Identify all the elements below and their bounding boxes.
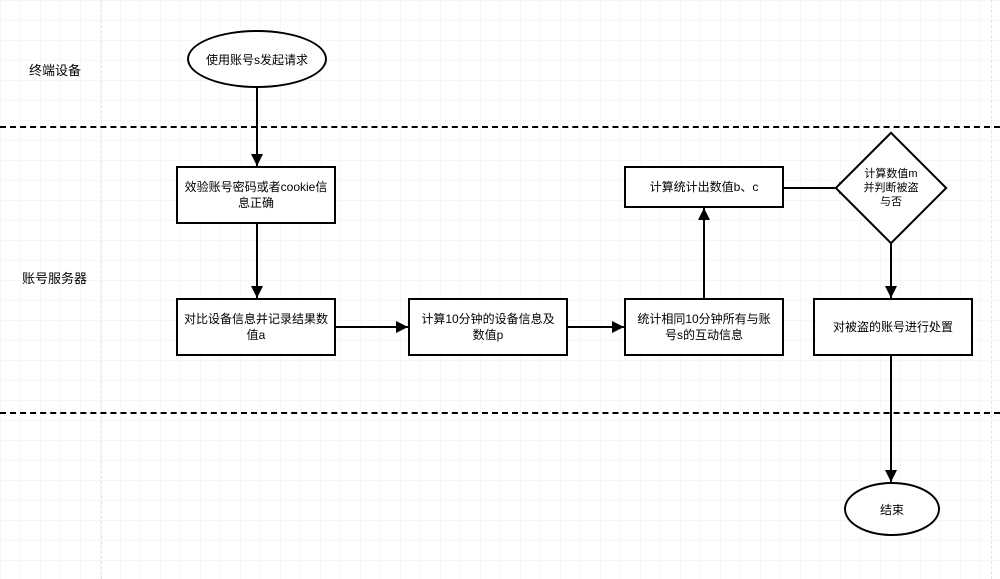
node-dispose: 对被盗的账号进行处置	[813, 298, 973, 356]
lane-divider-1	[0, 126, 1000, 128]
node-label: 统计相同10分钟所有与账号s的互动信息	[632, 311, 776, 343]
node-start: 使用账号s发起请求	[187, 30, 327, 88]
lane-divider-2	[0, 412, 1000, 414]
node-calc-bc: 计算统计出数值b、c	[624, 166, 784, 208]
swimlane-label-server: 账号服务器	[22, 268, 87, 287]
node-label: 计算统计出数值b、c	[650, 179, 759, 195]
node-validate: 效验账号密码或者cookie信息正确	[176, 166, 336, 224]
swimlane-label-text: 终端设备	[29, 63, 81, 78]
swimlane-label-text: 账号服务器	[22, 271, 87, 286]
swimlane-label-terminal: 终端设备	[29, 60, 81, 79]
node-label: 结束	[880, 501, 904, 518]
node-label: 计算数值m并判断被盗与否	[851, 148, 931, 228]
node-end: 结束	[844, 482, 940, 536]
node-calc-p: 计算10分钟的设备信息及数值p	[408, 298, 568, 356]
node-decide: 计算数值m并判断被盗与否	[851, 148, 931, 228]
node-label: 对比设备信息并记录结果数值a	[184, 311, 328, 343]
node-label: 效验账号密码或者cookie信息正确	[184, 179, 328, 211]
node-label: 计算10分钟的设备信息及数值p	[416, 311, 560, 343]
node-label: 使用账号s发起请求	[206, 51, 308, 68]
lane-vline-right	[991, 0, 992, 579]
node-interact: 统计相同10分钟所有与账号s的互动信息	[624, 298, 784, 356]
node-compare: 对比设备信息并记录结果数值a	[176, 298, 336, 356]
node-label: 对被盗的账号进行处置	[833, 319, 953, 335]
lane-vline-left	[101, 0, 102, 579]
background-grid	[0, 0, 1000, 579]
